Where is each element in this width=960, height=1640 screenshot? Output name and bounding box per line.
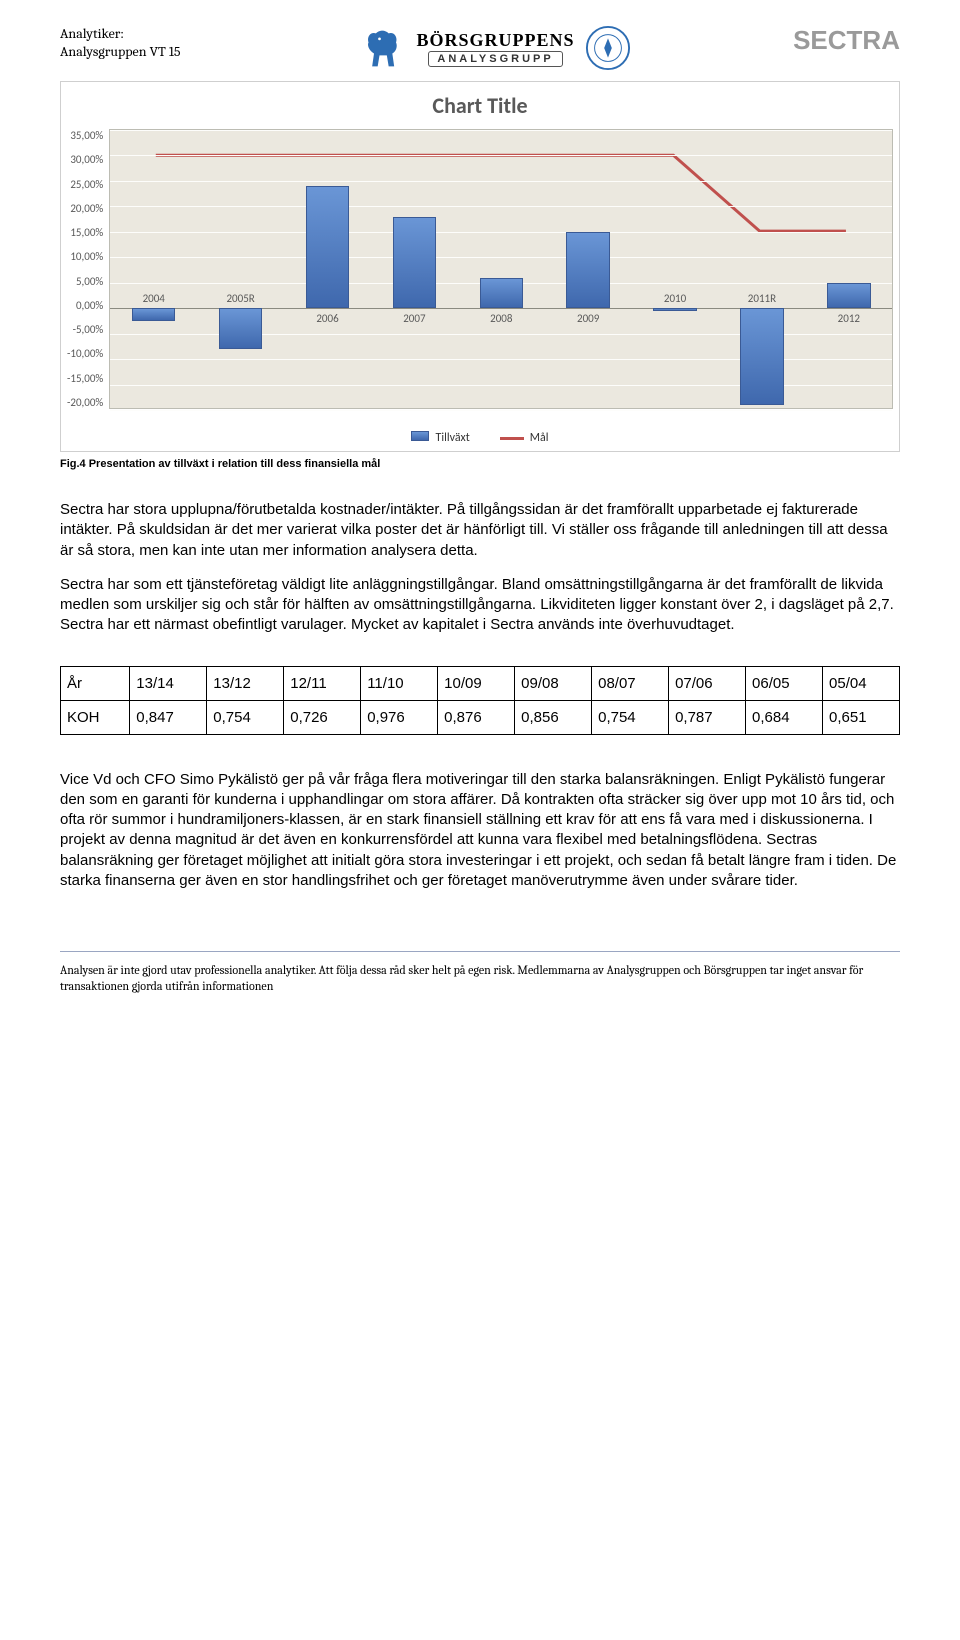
- chart-container: Chart Title 35,00% 30,00% 25,00% 20,00% 15,0…: [60, 81, 900, 452]
- gridline: [110, 181, 892, 182]
- x-tick-label: 2005R: [226, 292, 254, 305]
- y-axis: 35,00% 30,00% 25,00% 20,00% 15,00% 10,00% 5,00…: [67, 129, 109, 409]
- y-tick-label: 20,00%: [67, 202, 103, 215]
- footer-divider: [60, 951, 900, 958]
- x-tick-label: 2010: [664, 292, 686, 305]
- x-tick-label: 2008: [490, 312, 512, 325]
- gridline: [110, 206, 892, 207]
- bar: [827, 283, 870, 308]
- sectra-logo: SECTRA: [793, 25, 900, 56]
- paragraph-2: Sectra har som ett tjänsteföretag väldig…: [60, 575, 900, 636]
- table-cell: KOH: [61, 700, 130, 734]
- header-logos: BÖRSGRUPPENS ANALYSGRUPP: [220, 25, 773, 71]
- x-tick-label: 2011R: [748, 292, 776, 305]
- bar: [219, 308, 262, 349]
- koh-table: År13/1413/1212/1111/1010/0909/0808/0707/…: [60, 666, 900, 735]
- y-tick-label: 30,00%: [67, 153, 103, 166]
- table-cell: 0,787: [669, 700, 746, 734]
- paragraph-3: Vice Vd och CFO Simo Pykälistö ger på vå…: [60, 770, 900, 892]
- table-header-row: År13/1413/1212/1111/1010/0909/0808/0707/…: [61, 666, 900, 700]
- table-row: KOH0,8470,7540,7260,9760,8760,8560,7540,…: [61, 700, 900, 734]
- gridline: [110, 130, 892, 131]
- x-tick-label: 2007: [403, 312, 425, 325]
- y-tick-label: 10,00%: [67, 250, 103, 263]
- bar: [740, 308, 783, 405]
- table-header-cell: År: [61, 666, 130, 700]
- y-tick-label: 5,00%: [67, 275, 103, 288]
- y-tick-label: -10,00%: [67, 347, 103, 360]
- table-cell: 0,684: [746, 700, 823, 734]
- x-tick-label: 2004: [143, 292, 165, 305]
- table-header-cell: 09/08: [515, 666, 592, 700]
- x-tick-label: 2009: [577, 312, 599, 325]
- table-cell: 0,876: [438, 700, 515, 734]
- gridline: [110, 410, 892, 411]
- bar: [306, 186, 349, 308]
- table-header-cell: 06/05: [746, 666, 823, 700]
- analyst-info: Analytiker: Analysgruppen VT 15: [60, 25, 200, 61]
- bar: [132, 308, 175, 321]
- table-cell: 0,856: [515, 700, 592, 734]
- table-header-cell: 11/10: [361, 666, 438, 700]
- paragraph-1: Sectra har stora upplupna/förutbetalda k…: [60, 500, 900, 561]
- gridline: [110, 155, 892, 156]
- university-seal-icon: [585, 25, 631, 71]
- table-cell: 0,726: [284, 700, 361, 734]
- figure-caption: Fig.4 Presentation av tillväxt i relatio…: [60, 458, 900, 470]
- bar: [653, 308, 696, 311]
- plot-wrap: 2004 2005R 2006 2007 2008 2009 2010 2011R 2012: [109, 129, 893, 409]
- bg-logo-line2: ANALYSGRUPP: [428, 51, 562, 67]
- gridline: [110, 232, 892, 233]
- bar: [393, 217, 436, 309]
- bull-icon: [363, 26, 407, 70]
- plot: 2004 2005R 2006 2007 2008 2009 2010 2011R 2012: [109, 129, 893, 409]
- y-tick-label: 35,00%: [67, 129, 103, 142]
- table-header-cell: 13/14: [130, 666, 207, 700]
- table-cell: 0,754: [592, 700, 669, 734]
- y-tick-label: -15,00%: [67, 372, 103, 385]
- table-header-cell: 12/11: [284, 666, 361, 700]
- x-tick-label: 2006: [316, 312, 338, 325]
- table-cell: 0,976: [361, 700, 438, 734]
- chart-legend: Tillväxt Mål: [67, 431, 893, 445]
- table-header-cell: 05/04: [823, 666, 900, 700]
- document-header: Analytiker: Analysgruppen VT 15 BÖRSGRUP…: [60, 0, 900, 71]
- chart-title: Chart Title: [67, 92, 893, 119]
- borsgruppen-logo: BÖRSGRUPPENS ANALYSGRUPP: [417, 30, 575, 67]
- gridline: [110, 257, 892, 258]
- table-header-cell: 08/07: [592, 666, 669, 700]
- bg-logo-line1: BÖRSGRUPPENS: [417, 30, 575, 51]
- table-header-cell: 07/06: [669, 666, 746, 700]
- bar: [566, 232, 609, 308]
- legend-target: Mål: [500, 431, 549, 445]
- analyst-label: Analytiker:: [60, 25, 200, 43]
- y-tick-label: -5,00%: [67, 323, 103, 336]
- legend-growth: Tillväxt: [411, 431, 469, 445]
- y-tick-label: -20,00%: [67, 396, 103, 409]
- table-cell: 0,651: [823, 700, 900, 734]
- y-tick-label: 25,00%: [67, 178, 103, 191]
- chart-area: 35,00% 30,00% 25,00% 20,00% 15,00% 10,00% 5,00…: [67, 129, 893, 409]
- y-tick-label: 0,00%: [67, 299, 103, 312]
- table-header-cell: 10/09: [438, 666, 515, 700]
- table-header-cell: 13/12: [207, 666, 284, 700]
- table-cell: 0,847: [130, 700, 207, 734]
- footer-disclaimer: Analysen är inte gjord utav professionel…: [60, 962, 900, 994]
- y-tick-label: 15,00%: [67, 226, 103, 239]
- table-cell: 0,754: [207, 700, 284, 734]
- x-tick-label: 2012: [838, 312, 860, 325]
- bar: [480, 278, 523, 309]
- analyst-group: Analysgruppen VT 15: [60, 43, 200, 61]
